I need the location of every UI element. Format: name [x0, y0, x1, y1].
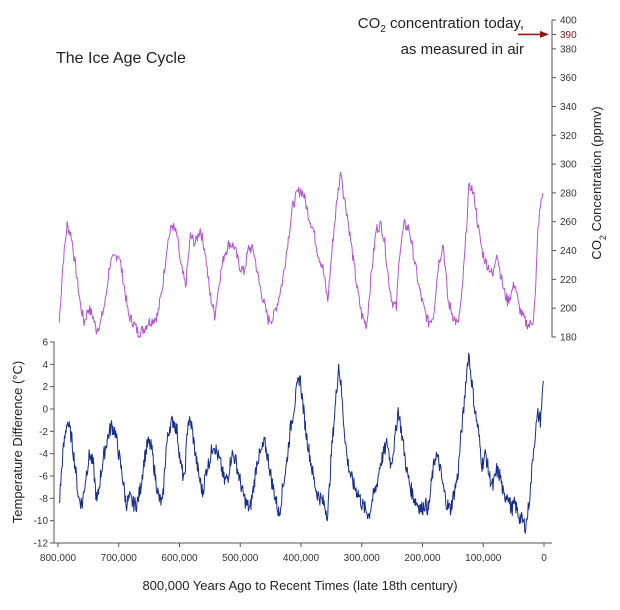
co2-tick-label: 240 — [560, 246, 577, 257]
x-tick-label: 200,000 — [404, 553, 441, 564]
annotation-rest-text: concentration today, — [385, 15, 524, 32]
co2-tick-label: 320 — [560, 131, 577, 142]
annotation-co-text: CO — [357, 15, 381, 32]
x-tick-label: 500,000 — [222, 553, 259, 564]
co2-tick-label: 390 — [560, 30, 577, 41]
co2-today-annotation: CO2 concentration today, as measured in … — [358, 14, 524, 60]
annotation-arrow — [518, 30, 549, 38]
temp-axis-ticks: 6 4 2 0 -2 -4 -6 -8 -10 -12 — [34, 338, 54, 550]
temp-tick-label: 6 — [42, 338, 48, 349]
temp-tick-label: 0 — [42, 405, 48, 416]
temp-tick-label: -6 — [39, 472, 48, 483]
x-axis-label: 800,000 Years Ago to Recent Times (late … — [142, 578, 457, 593]
temp-tick-label: 2 — [42, 382, 48, 393]
annotation-arrow-head — [540, 30, 549, 38]
temp-axis-label: Temperature Difference (°C) — [10, 361, 25, 523]
temperature-series-line — [58, 352, 544, 534]
series-layer — [58, 171, 544, 534]
x-tick-label: 400,000 — [283, 553, 320, 564]
x-axis-ticks: 800,000 700,000 600,000 500,000 400,000 300,0… — [40, 543, 547, 564]
x-tick-label: 100,000 — [465, 553, 502, 564]
co2-tick-label: 380 — [560, 44, 577, 55]
temp-tick-label: -12 — [34, 539, 49, 550]
co2-tick-label: 360 — [560, 73, 577, 84]
co2-tick-label: 180 — [560, 333, 577, 344]
temp-tick-label: -4 — [39, 449, 48, 460]
temp-tick-label: -10 — [34, 516, 49, 527]
temp-tick-label: -8 — [39, 494, 48, 505]
co2-axis-ticks: 180 200 220 240 260 280 300 320 340 360 380 390 400 — [552, 16, 577, 344]
temp-tick-label: -2 — [39, 427, 48, 438]
co2-tick-label: 280 — [560, 188, 577, 199]
temp-tick-label: 4 — [42, 360, 48, 371]
annotation-line-2: as measured in air — [400, 41, 524, 58]
co2-tick-label: 260 — [560, 217, 577, 228]
co2-axis-label: CO2 Concentration (ppmv) — [589, 106, 608, 259]
annotation-subscript: 2 — [380, 24, 386, 35]
co2-tick-label: 200 — [560, 304, 577, 315]
x-tick-label: 300,000 — [344, 553, 381, 564]
co2-tick-label: 400 — [560, 16, 577, 27]
co2-tick-label: 300 — [560, 160, 577, 171]
chart-title: The Ice Age Cycle — [56, 50, 186, 67]
x-tick-label: 700,000 — [101, 553, 138, 564]
co2-tick-label: 340 — [560, 102, 577, 113]
co2-series-line — [58, 171, 544, 339]
annotation-line-1: CO2 concentration today, — [358, 14, 524, 40]
x-tick-label: 600,000 — [161, 553, 198, 564]
x-tick-label: 0 — [541, 553, 547, 564]
co2-tick-label: 220 — [560, 275, 577, 286]
x-tick-label: 800,000 — [40, 553, 77, 564]
